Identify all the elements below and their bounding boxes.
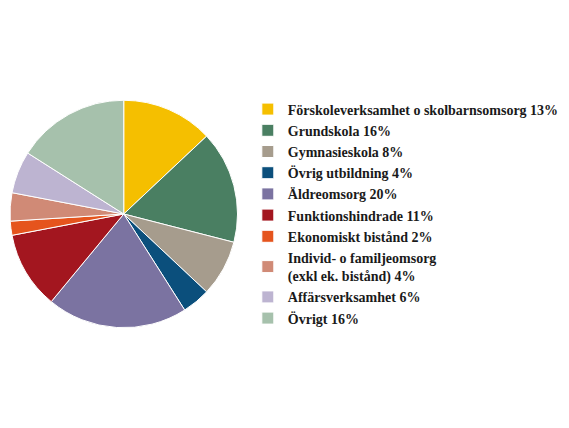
svg-text:Övrigt 16%: Övrigt 16% [288,311,359,327]
svg-text:Individ- o familjeomsorg(exkl: Individ- o familjeomsorg(exkl ek. bistån… [288,251,437,285]
svg-text:Ekonomiskt bistånd 2%: Ekonomiskt bistånd 2% [288,230,433,245]
svg-text:Övrig utbildning 4%: Övrig utbildning 4% [288,165,413,181]
svg-text:Grundskola 16%: Grundskola 16% [288,124,391,139]
svg-text:Gymnasieskola 8%: Gymnasieskola 8% [288,145,404,160]
svg-text:Funktionshindrade 11%: Funktionshindrade 11% [288,209,434,224]
svg-text:Förskoleverksamhet o skolbarns: Förskoleverksamhet o skolbarnsomsorg 13% [288,103,558,118]
svg-text:Affärsverksamhet 6%: Affärsverksamhet 6% [288,290,421,305]
svg-text:Äldreomsorg 20%: Äldreomsorg 20% [288,187,398,202]
